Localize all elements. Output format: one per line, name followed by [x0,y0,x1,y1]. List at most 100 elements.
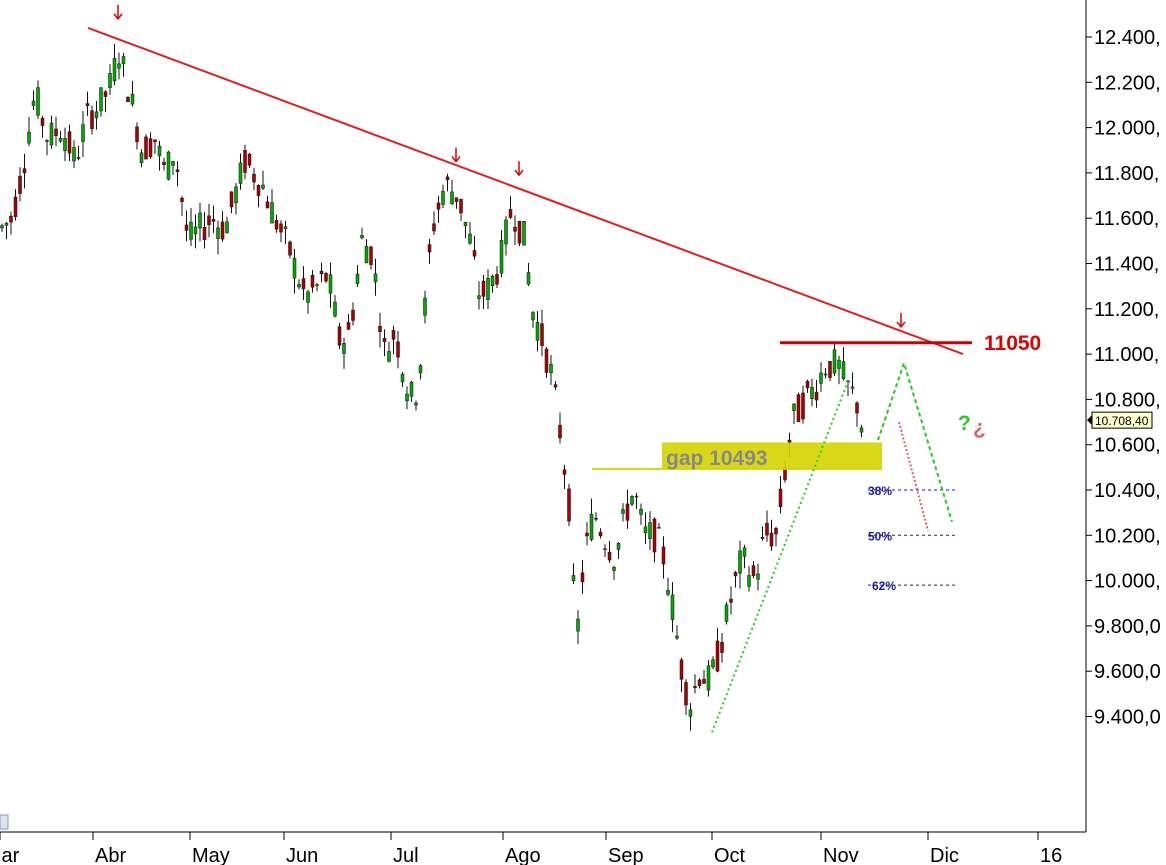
candle-body [247,153,252,166]
candle-body [135,126,139,143]
candle-body [855,402,859,414]
candle-body [112,57,117,82]
candle-body [130,93,135,105]
candle-body [567,488,571,522]
candle-body [612,567,616,571]
x-tick-label: Ago [505,845,541,865]
candle-body [238,162,243,184]
y-tick-label: 10.000, [1094,571,1161,593]
candle-body [814,391,819,401]
x-tick-label: Abr [95,845,126,865]
candle-body [643,526,648,533]
candle-body [787,439,792,444]
candle-body [279,223,283,233]
candle-body [261,184,265,189]
candle-body [382,338,387,342]
candle-body [180,197,184,202]
candle-body [729,598,733,603]
candle-body [544,348,549,373]
candle-body [85,103,90,107]
candle-body [810,387,814,399]
arrow-head [113,13,123,21]
candle-body [396,341,400,358]
candle-body [513,226,517,232]
candle-body [481,280,486,297]
candle-body [67,131,72,154]
candle-body [306,291,310,303]
gap-band [662,442,882,469]
arrow-head [451,156,461,163]
candle-body [657,527,661,529]
candle-body [378,325,382,333]
candle-body [427,244,432,253]
chart-overlays: 11050 gap 10493 38% 50% 62%? ¿ [87,4,1041,733]
candle-body [283,226,288,230]
candle-body [162,161,166,166]
candle-body [301,278,306,290]
y-tick-label: 11.800, [1094,163,1159,185]
candle-body [202,227,207,240]
candle-body [526,272,531,285]
y-tick-label: 12.200, [1094,72,1161,94]
candle-body [243,150,247,173]
candle-body [117,63,121,69]
candle-body [144,136,148,160]
candle-body [598,531,603,537]
candle-body [661,546,666,565]
candle-body [405,393,409,402]
candle-body [607,551,612,561]
candle-body [58,137,63,142]
candle-body [760,537,765,539]
candle-body [36,87,40,116]
candle-body [297,284,301,288]
candle-body [360,235,364,239]
candle-body [738,550,742,574]
y-tick-label: 10.600, [1094,435,1161,457]
candle-body [324,273,328,282]
candle-body [819,372,823,384]
candle-body [540,323,544,346]
candle-body [45,140,49,142]
candle-body [508,209,513,218]
candle-body [454,197,459,202]
fib-level-label: 62% [872,579,896,593]
candle-body [769,532,774,547]
candle-body [684,682,688,706]
candle-body [850,386,855,389]
candle-body [9,215,13,223]
candle-body [351,309,355,321]
y-tick-label: 9.400,0 [1094,707,1161,729]
candle-body [207,215,211,225]
candle-body [724,604,729,622]
candle-body [175,169,180,173]
candle-body [706,665,711,691]
x-tick-label: May [192,845,230,865]
candle-body [720,641,724,653]
candle-body [148,138,153,158]
candle-body [229,191,234,208]
y-axis: 12.400, 12.200, 12.000, 11.800, 11.600, 11.40… [1085,0,1161,832]
candle-body [0,225,4,229]
candle-body [499,239,504,274]
y-tick-label: 12.400, [1094,27,1161,49]
chart-plot-area [0,0,1086,832]
candle-body [652,518,657,553]
candle-body [580,572,585,583]
candle-body [198,212,202,229]
candle-body [400,373,405,383]
candle-body [216,227,220,239]
candle-body [531,312,535,321]
arrow-head [896,321,906,329]
candle-body [576,618,580,632]
candle-body [333,301,337,317]
candle-body [630,495,634,505]
candle-body [733,572,738,577]
candle-body [108,73,112,88]
candlestick-series [0,43,864,731]
candle-body [616,542,621,550]
scroll-handle[interactable] [0,814,9,830]
candle-body [126,97,130,103]
resistance-label: 11050 [984,332,1041,355]
candle-body [256,185,261,196]
candle-body [337,326,342,346]
